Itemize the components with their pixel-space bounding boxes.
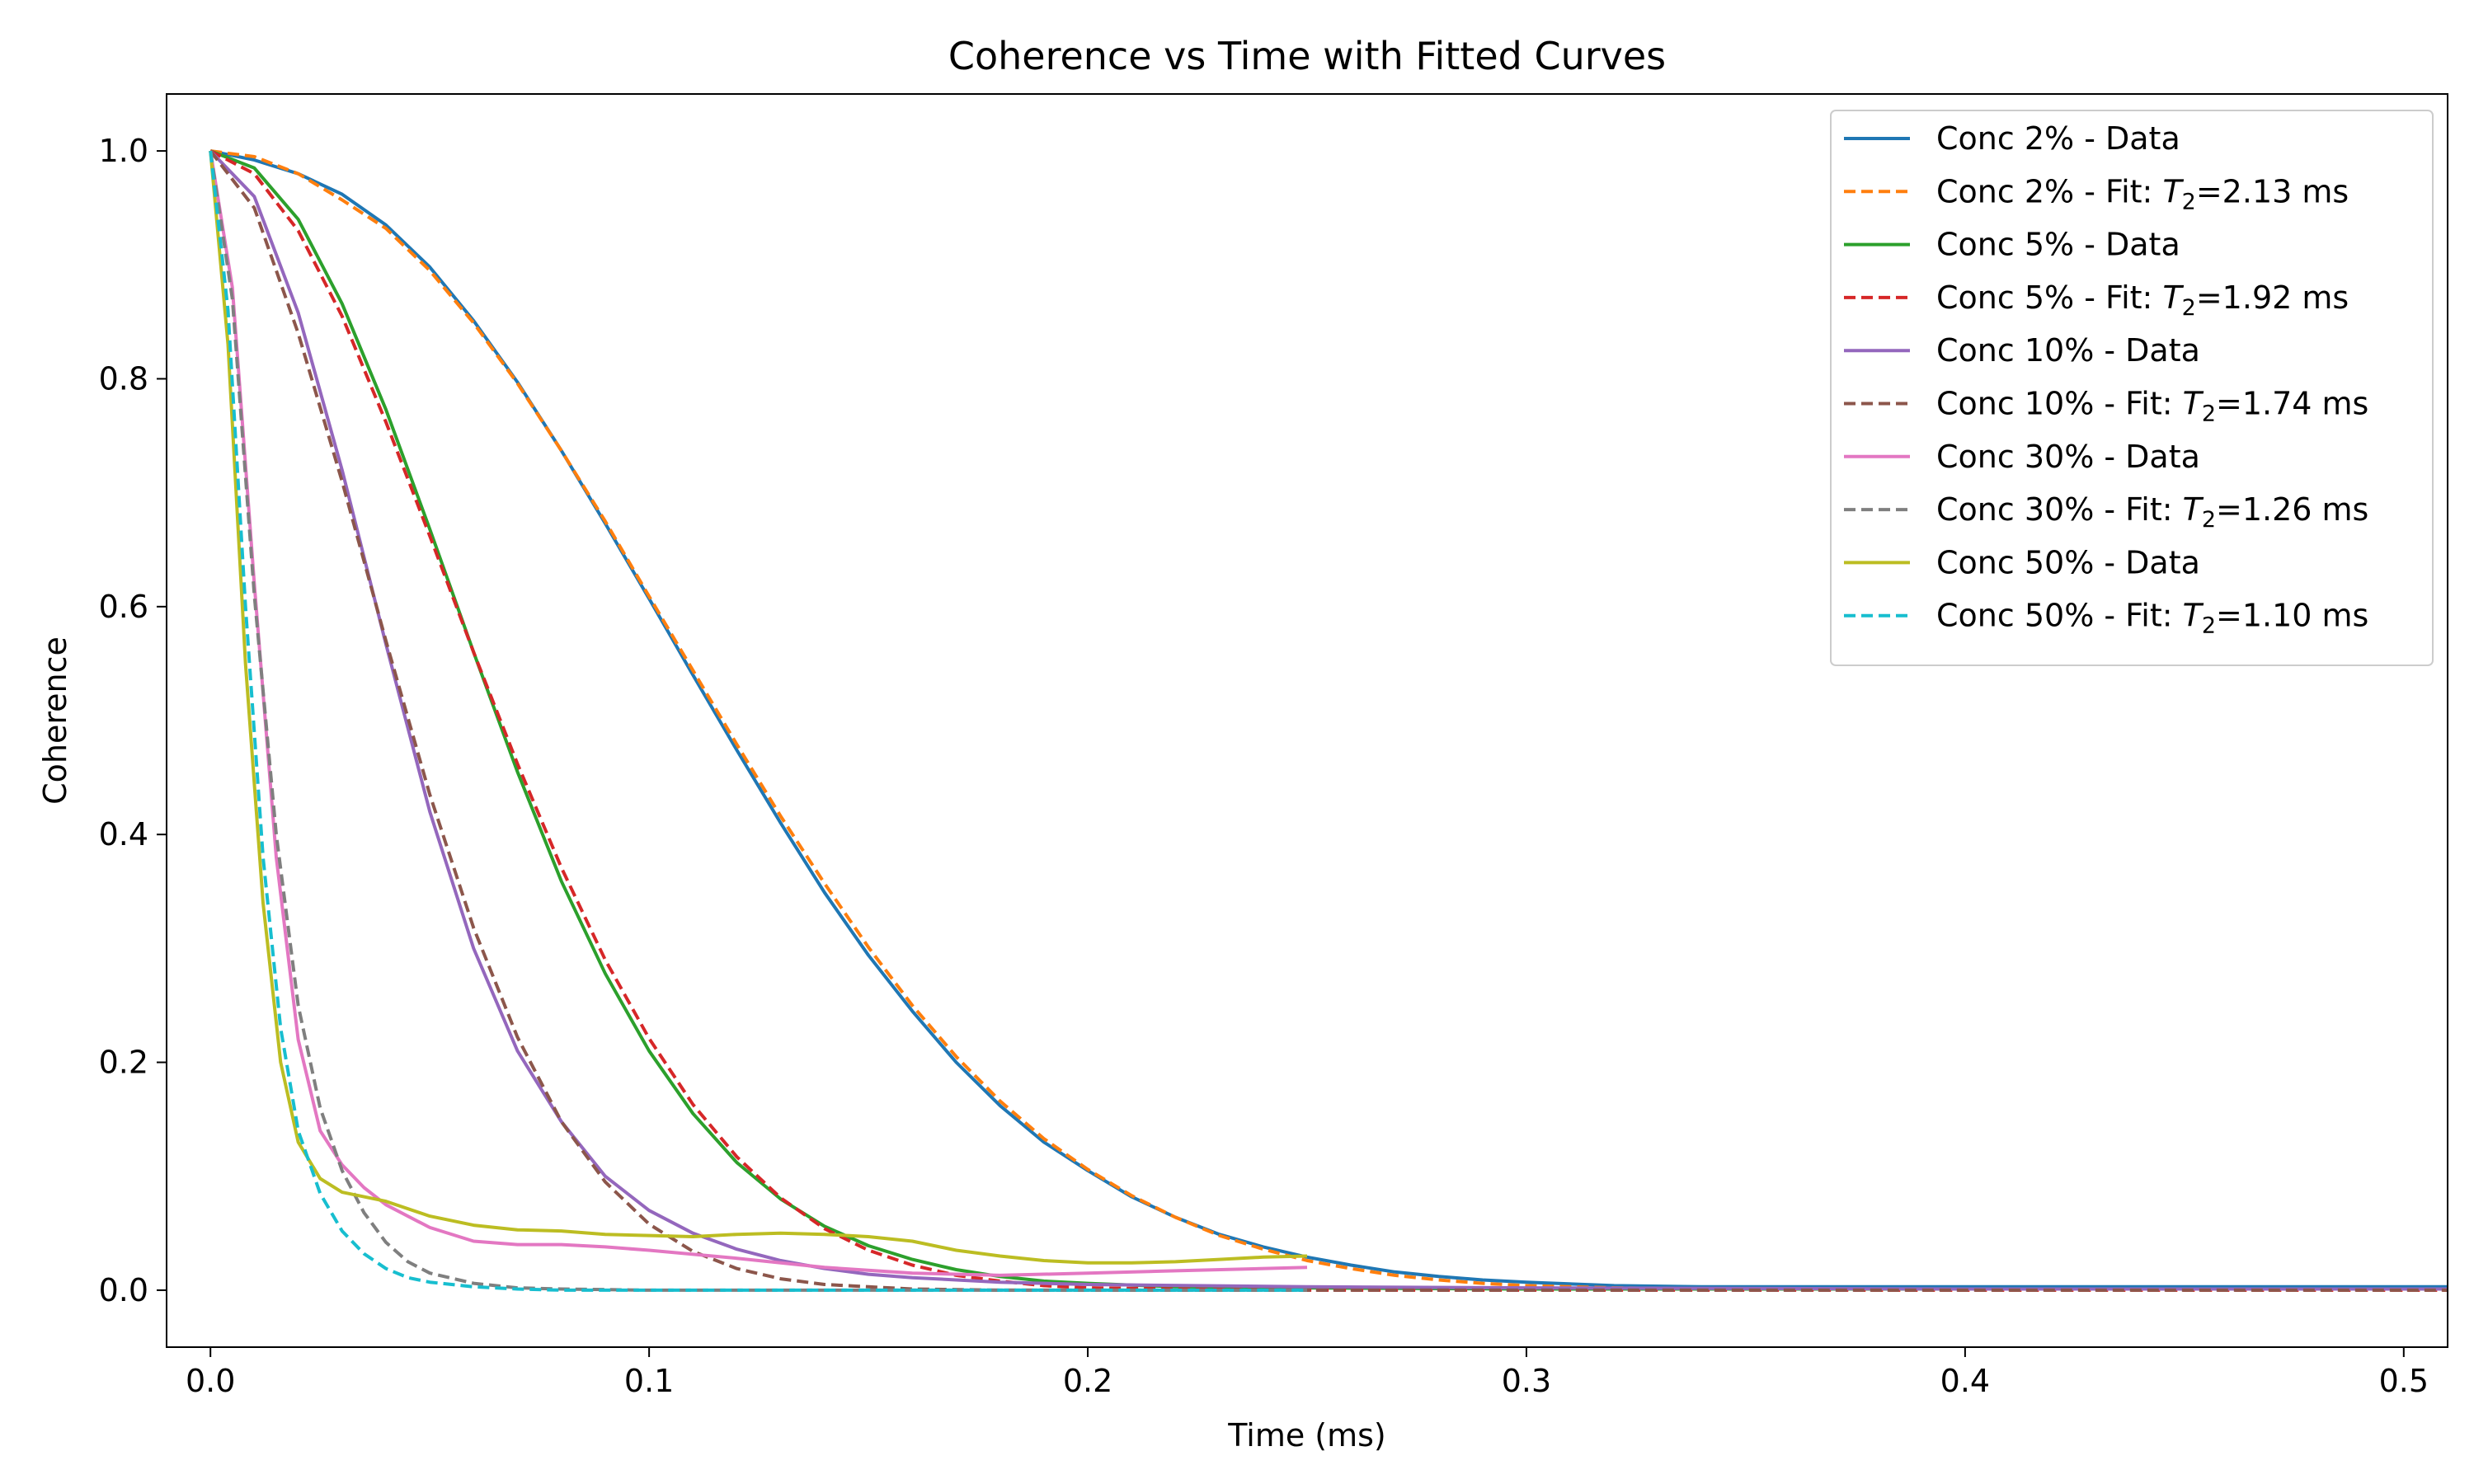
x-axis-title: Time (ms) <box>1227 1417 1386 1453</box>
legend-entry: Conc 2% - Fit: T2=2.13 ms <box>1936 173 2349 214</box>
x-tick-label: 0.4 <box>1940 1363 1990 1399</box>
legend-entry: Conc 5% - Data <box>1936 227 2180 263</box>
x-tick-label: 0.1 <box>624 1363 674 1399</box>
legend-entry: Conc 10% - Fit: T2=1.74 ms <box>1936 386 2368 427</box>
legend-entry: Conc 30% - Fit: T2=1.26 ms <box>1936 491 2368 533</box>
legend-entry: Conc 2% - Data <box>1936 120 2180 157</box>
x-axis: 0.0 0.1 0.2 0.3 0.4 0.5 <box>186 1347 2429 1399</box>
series-line-10 <box>209 150 1307 1292</box>
y-tick-label: 0.6 <box>99 589 148 625</box>
legend-entry: Conc 50% - Fit: T2=1.10 ms <box>1936 598 2368 639</box>
legend-frame <box>1830 110 2434 666</box>
series-layer <box>209 149 2448 1292</box>
x-tick-label: 0.3 <box>1502 1363 1551 1399</box>
plot-frame <box>166 93 2448 1348</box>
y-axis: 0.0 0.2 0.4 0.6 0.8 1.0 <box>99 133 167 1308</box>
x-tick-label: 0.2 <box>1063 1363 1112 1399</box>
y-tick-label: 0.0 <box>99 1272 148 1308</box>
y-axis-title: Coherence <box>37 636 73 805</box>
y-tick-label: 0.2 <box>99 1045 148 1081</box>
series-line-9 <box>209 150 1308 1265</box>
y-tick-label: 0.4 <box>99 816 148 852</box>
chart-title: Coherence vs Time with Fitted Curves <box>948 34 1666 78</box>
y-tick-label: 0.8 <box>99 360 148 397</box>
x-tick-label: 0.5 <box>2379 1363 2429 1399</box>
series-line-7 <box>209 150 1308 1277</box>
legend-entry: Conc 30% - Data <box>1936 439 2200 475</box>
legend-entry: Conc 10% - Data <box>1936 332 2200 369</box>
series-line-4 <box>209 149 2448 1292</box>
x-tick-label: 0.0 <box>186 1363 235 1399</box>
legend-entry: Conc 5% - Fit: T2=1.92 ms <box>1936 279 2349 321</box>
legend-entry: Conc 50% - Data <box>1936 544 2200 580</box>
y-tick-label: 1.0 <box>99 133 148 169</box>
legend: Conc 2% - Data Conc 2% - Fit: T2=2.13 ms C… <box>1830 110 2434 666</box>
